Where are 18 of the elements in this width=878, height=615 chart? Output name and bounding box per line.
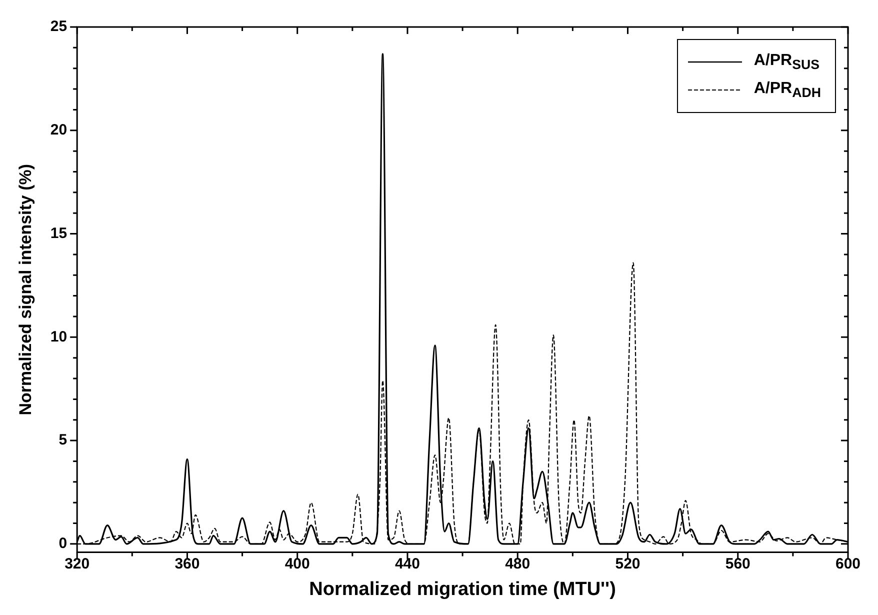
y-tick-label: 10 — [50, 328, 68, 346]
y-tick-label: 15 — [50, 224, 68, 242]
y-axis-title: Normalized signal intensity (%) — [16, 164, 35, 416]
x-axis-title: Normalized migration time (MTU'') — [309, 578, 616, 600]
x-tick-label: 480 — [505, 555, 530, 572]
y-tick-label: 0 — [58, 535, 68, 552]
y-tick-label: 25 — [50, 18, 68, 36]
x-tick-label: 320 — [64, 555, 90, 572]
x-tick-label: 520 — [615, 555, 640, 572]
x-tick-label: 560 — [725, 555, 750, 572]
legend-label: A/PR$_{ADH}$ — [754, 80, 821, 100]
x-tick-label: 440 — [394, 555, 420, 572]
y-tick-label: 20 — [50, 122, 68, 139]
y-tick-label: 5 — [58, 432, 68, 449]
legend-label: A/PR$_{SUS}$ — [754, 52, 820, 72]
x-tick-label: 600 — [835, 555, 861, 572]
x-tick-label: 400 — [284, 555, 310, 572]
x-tick-label: 360 — [174, 555, 200, 572]
